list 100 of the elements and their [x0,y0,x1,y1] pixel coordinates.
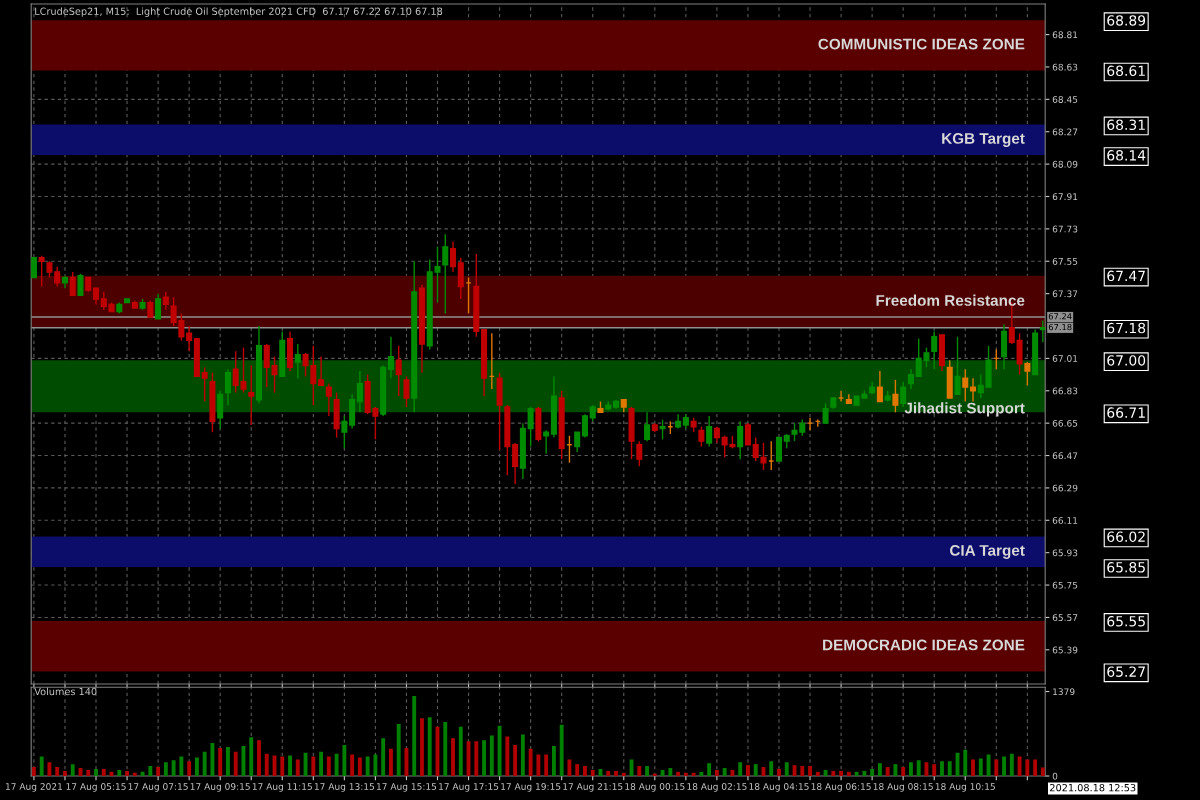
bar [412,696,417,776]
bar [226,746,230,776]
bar [295,759,300,776]
bar [893,764,898,776]
bar [31,767,36,776]
y-tick-label: 68.45 [1052,96,1078,103]
bar [854,771,859,776]
bar [567,759,572,776]
candlestick [387,336,394,379]
bar [210,743,215,776]
candlestick [395,345,402,397]
bar [70,764,75,776]
chart-title: LCrudeSep21, M15: Light Crude Oil September 2021 CFD 67.17 67.22 67.10 67.18 [35,7,443,17]
bar [621,772,626,776]
candlestick [217,390,224,430]
bar [311,756,316,776]
bar [901,767,906,776]
bar [877,763,882,776]
candlestick [644,411,651,442]
bar [940,761,944,776]
y-tick-label: 67.01 [1052,355,1078,362]
candlestick [636,440,643,468]
bar [264,753,269,776]
bar [683,772,688,776]
y-tick-label: 66.11 [1052,517,1078,524]
y2-tick-label: 67.47 [1107,270,1145,282]
candlestick [294,343,301,379]
bar [971,759,975,776]
x-tick-label: 17 Aug 15:15 [377,783,437,792]
bar [885,767,890,776]
y2-tick-label: 68.31 [1107,119,1145,130]
bar [808,766,812,776]
bar [583,766,587,776]
y-tick-label: 66.65 [1052,419,1078,427]
bar [590,769,595,776]
bar [738,762,743,776]
bar [862,770,867,776]
candlestick [574,431,581,453]
y2-tick-label: 65.85 [1107,562,1145,573]
candlestick [1016,332,1023,376]
x-tick-label: 18 Aug 10:15 [935,783,995,792]
bar [784,762,789,776]
candlestick [248,364,255,426]
candlestick [900,381,907,408]
bar [645,766,649,776]
bar [451,738,455,776]
bar [396,723,401,776]
y-tick-label: 66.29 [1052,484,1078,492]
y2-tick-label: 68.61 [1107,65,1145,77]
candlestick [325,382,332,417]
candlestick [442,233,449,315]
bar [932,764,937,776]
y2-tick-label: 66.71 [1107,407,1145,418]
candlestick [977,373,984,399]
bar [753,764,758,776]
bar [482,740,487,776]
bar [55,767,60,776]
candlestick [403,375,410,408]
candlestick [969,377,977,403]
y-tick-label: 65.39 [1052,646,1078,654]
bar [357,757,362,776]
bar [249,737,254,776]
candlestick [1039,319,1046,343]
y-tick-label: 67.73 [1052,225,1078,233]
band-label: COMMUNISTIC IDEAS ZONE [818,38,1025,50]
y-tick-label: 65.57 [1052,614,1078,621]
bar [39,756,44,776]
bar [668,768,673,776]
candlestick [954,336,961,396]
bar [676,771,681,776]
bar [707,763,712,776]
bar [637,766,642,776]
candlestick [449,240,457,273]
candlestick [527,406,534,448]
candlestick [457,256,464,300]
bar [536,754,541,776]
bar [288,755,292,776]
candlestick [581,413,588,439]
y-tick-label: 66.47 [1052,452,1078,460]
y2-tick-label: 68.14 [1107,150,1146,161]
x-tick-label: 17 Aug 13:15 [314,783,375,792]
bar [1017,756,1022,776]
bar [94,768,98,776]
bar [908,762,913,776]
candlestick [892,379,899,414]
y-tick-label: 0 [1052,772,1058,780]
bar [47,762,52,776]
bar [179,756,184,776]
bar [544,754,549,776]
candlestick [356,370,363,414]
y-tick-label: 1379 [1053,688,1075,696]
bar [63,770,67,776]
bar [125,770,129,776]
bar [156,767,161,776]
bar [132,772,137,776]
bar [171,760,176,776]
ref-line-label: 67.24 [1048,313,1072,320]
bar [660,769,665,776]
bar [489,735,494,776]
bar [714,769,719,776]
